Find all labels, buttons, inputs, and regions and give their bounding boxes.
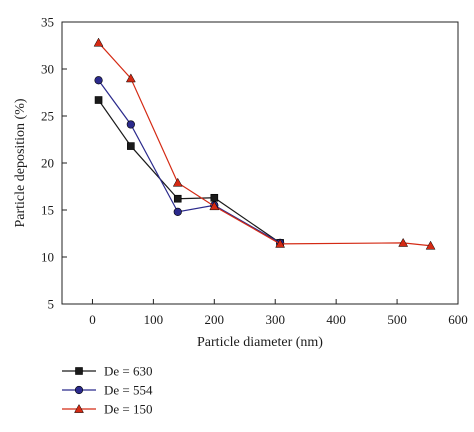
- plot-frame: [61, 21, 459, 305]
- data-point: [275, 238, 286, 248]
- x-tick-label: 600: [448, 312, 468, 327]
- legend-label: De = 630: [104, 364, 153, 379]
- data-series: [93, 37, 436, 250]
- axes: [61, 21, 459, 305]
- y-tick-label: 30: [41, 62, 54, 77]
- legend-marker: [74, 403, 84, 413]
- x-tick-label: 100: [144, 312, 164, 327]
- y-tick-label: 10: [41, 250, 54, 265]
- legend-marker: [74, 385, 84, 395]
- y-tick-label: 5: [48, 297, 55, 312]
- data-point: [173, 207, 182, 216]
- y-tick-label: 35: [41, 15, 54, 30]
- series-triangle: [93, 37, 436, 250]
- data-point: [210, 193, 219, 202]
- y-axis-title: Particle deposition (%): [13, 98, 28, 227]
- series-line: [98, 79, 281, 244]
- legend-entry: De = 554: [62, 383, 153, 398]
- data-point: [127, 142, 135, 150]
- legend-entry: De = 150: [62, 402, 153, 417]
- x-tick-label: 200: [205, 312, 225, 327]
- legend-label: De = 554: [104, 383, 153, 398]
- data-point: [425, 240, 436, 250]
- y-tick-label: 25: [41, 109, 54, 124]
- series-line: [98, 42, 431, 247]
- data-point: [398, 237, 409, 247]
- series-square: [94, 96, 284, 247]
- data-point: [172, 177, 183, 187]
- series-circle: [94, 76, 285, 247]
- legend-entry: De = 630: [62, 364, 153, 379]
- axis-ticks: 0 100 200 300 400 500 600 5 10 15 20 25 30 35: [41, 15, 468, 328]
- data-point: [93, 37, 104, 47]
- x-tick-label: 0: [89, 312, 96, 327]
- y-tick-label: 20: [41, 156, 54, 171]
- legend: De = 630 De = 554 De = 150: [62, 364, 153, 417]
- x-tick-label: 500: [387, 312, 407, 327]
- data-point: [173, 194, 182, 203]
- data-point: [94, 76, 103, 85]
- data-point: [125, 73, 136, 83]
- y-tick-label: 15: [41, 203, 54, 218]
- data-point: [126, 120, 135, 129]
- x-tick-label: 300: [265, 312, 285, 327]
- series-line: [98, 99, 281, 244]
- x-axis-title: Particle diameter (nm): [197, 335, 323, 350]
- x-tick-label: 400: [326, 312, 346, 327]
- legend-label: De = 150: [104, 402, 153, 417]
- data-point: [209, 201, 220, 211]
- legend-marker: [75, 367, 83, 375]
- data-point: [94, 96, 103, 104]
